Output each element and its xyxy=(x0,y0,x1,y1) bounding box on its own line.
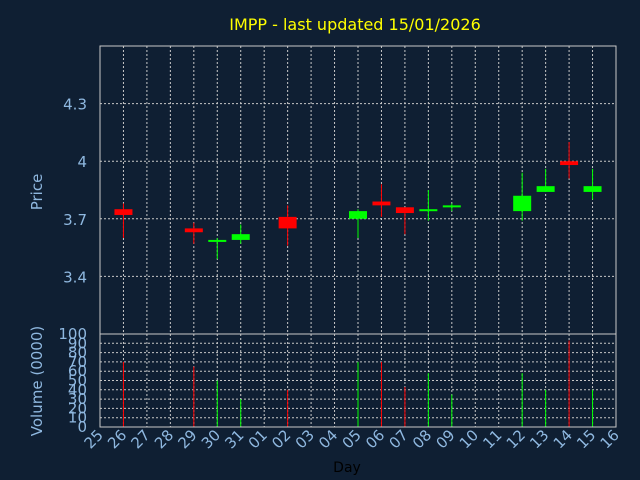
volume-y-tick-label: 100 xyxy=(58,325,87,343)
volume-y-tick-label: 80 xyxy=(68,344,87,362)
candle-body xyxy=(560,161,579,166)
candle-body xyxy=(442,205,461,208)
volume-y-tick-label: 20 xyxy=(68,399,87,417)
candle-body xyxy=(536,186,555,192)
day-tick-labels: 2526272829303101020304050607080910111213… xyxy=(81,426,623,452)
price-y-tick-label: 4 xyxy=(77,153,87,171)
candle-body xyxy=(208,239,227,242)
volume-y-tick-label: 50 xyxy=(68,372,87,390)
volume-plot-frame xyxy=(99,333,617,428)
volume-bar-series xyxy=(122,340,594,427)
candle-body xyxy=(513,195,532,212)
price-y-tick-label: 3.4 xyxy=(63,268,87,286)
volume-axis-label: Volume (0000) xyxy=(28,326,46,436)
candle-body xyxy=(583,186,602,192)
candlestick-series xyxy=(114,142,602,260)
volume-y-tick-label: 60 xyxy=(68,362,87,380)
volume-y-tick-label: 0 xyxy=(77,418,87,436)
candle-body xyxy=(114,209,133,215)
candle-body xyxy=(349,211,367,219)
price-y-tick-label: 4.3 xyxy=(63,96,87,114)
volume-y-tick-label: 90 xyxy=(68,334,87,352)
price-y-tick-labels: 3.4 3.7 4 4.3 xyxy=(63,96,87,287)
price-axis-label: Price xyxy=(28,174,46,211)
candle-body xyxy=(372,201,391,206)
candle-body xyxy=(184,228,203,233)
volume-y-tick-label: 10 xyxy=(68,409,87,427)
price-y-tick-label: 3.7 xyxy=(63,211,87,229)
volume-y-tick-label: 70 xyxy=(68,353,87,371)
candle-body xyxy=(278,216,297,229)
candle-body xyxy=(419,209,438,212)
volume-y-tick-label: 40 xyxy=(68,381,87,399)
candle-body xyxy=(395,207,414,214)
chart-title: IMPP - last updated 15/01/2026 xyxy=(229,15,481,34)
candle-body xyxy=(231,234,250,240)
day-axis-label: Day xyxy=(333,460,361,476)
volume-y-tick-label: 30 xyxy=(68,390,87,408)
